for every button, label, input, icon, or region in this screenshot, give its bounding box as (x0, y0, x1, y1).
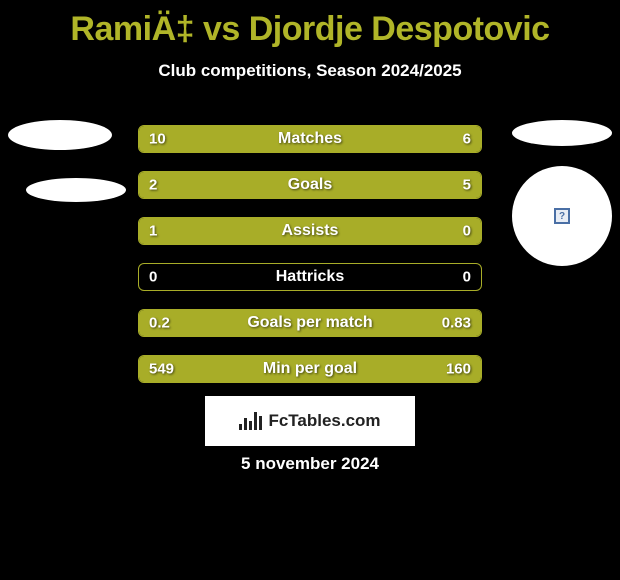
page-subtitle: Club competitions, Season 2024/2025 (0, 61, 620, 81)
stat-bar: 0.20.83Goals per match (138, 309, 482, 337)
stat-value-right: 0.83 (442, 315, 471, 332)
stat-value-left: 549 (149, 361, 174, 378)
avatar-missing-icon (512, 166, 612, 266)
stat-bar: 549160Min per goal (138, 355, 482, 383)
stat-value-right: 160 (446, 361, 471, 378)
stat-value-right: 5 (463, 177, 471, 194)
stat-bar-fill-left (139, 356, 402, 382)
bar-chart-icon (239, 412, 262, 430)
stat-value-right: 0 (463, 223, 471, 240)
stat-value-left: 1 (149, 223, 157, 240)
stat-value-left: 0.2 (149, 315, 170, 332)
stat-value-right: 0 (463, 269, 471, 286)
stat-bar-fill-right (351, 126, 481, 152)
stat-bar-fill-right (235, 172, 481, 198)
avatar-placeholder-icon (26, 178, 126, 202)
player-right-avatars (512, 120, 612, 266)
avatar-placeholder-icon (8, 120, 112, 150)
stat-bar-fill-right (204, 310, 481, 336)
stat-bar: 0 0Hattricks (138, 263, 482, 291)
stat-bar: 106Matches (138, 125, 482, 153)
source-badge[interactable]: FcTables.com (205, 396, 415, 446)
stat-value-left: 10 (149, 131, 166, 148)
stat-label: Hattricks (139, 268, 481, 286)
stat-bar: 10Assists (138, 217, 482, 245)
avatar-placeholder-icon (512, 120, 612, 146)
missing-image-icon (554, 208, 570, 224)
stat-bar: 25Goals (138, 171, 482, 199)
stat-value-left: 0 (149, 269, 157, 286)
footer-date: 5 november 2024 (0, 454, 620, 474)
stat-bar-fill-left (139, 126, 351, 152)
source-badge-label: FcTables.com (268, 411, 380, 431)
stats-bar-list: 106Matches25Goals10Assists00Hattricks0.2… (138, 125, 482, 401)
stat-value-left: 2 (149, 177, 157, 194)
page-title: RamiÄ‡ vs Djordje Despotovic (0, 0, 620, 49)
player-left-avatars (8, 120, 126, 202)
stat-bar-fill-left (139, 218, 481, 244)
stat-value-right: 6 (463, 131, 471, 148)
